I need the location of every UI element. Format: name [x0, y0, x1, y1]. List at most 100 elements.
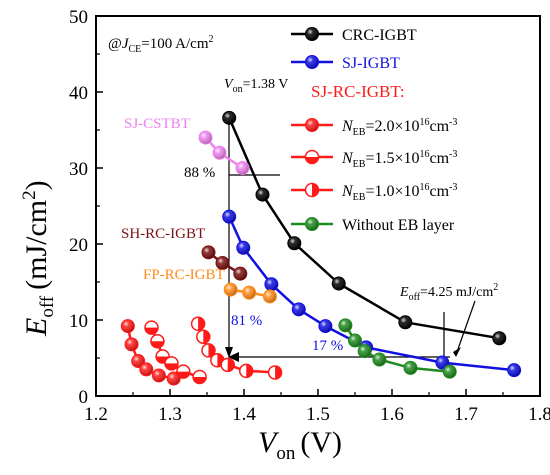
data-point: [131, 354, 146, 369]
data-point: [331, 276, 346, 291]
legend: CRC-IGBT SJ-IGBT SJ-RC-IGBT: NEB=2.0×101…: [291, 27, 457, 234]
data-series: [120, 110, 522, 386]
condition-label: @JCE=100 A/cm2: [108, 34, 214, 55]
data-point: [338, 318, 353, 333]
eoff-pointer-line: [457, 300, 476, 350]
legend-marker-neb-1-5: [304, 149, 320, 165]
data-point: [223, 282, 238, 297]
data-point: [196, 329, 211, 344]
data-point: [139, 362, 154, 377]
data-point: [220, 357, 235, 373]
legend-marker-neb-1-0: [304, 182, 320, 198]
series-0: [222, 110, 507, 346]
vertical-arrow-head: [225, 347, 233, 358]
von-annotation: Von=1.38 V: [224, 77, 288, 95]
data-point: [176, 364, 191, 379]
data-point: [372, 352, 387, 367]
y-tick-label: 50: [69, 7, 88, 28]
legend-marker: [305, 55, 319, 69]
y-tick-label: 40: [69, 83, 88, 104]
data-point: [398, 315, 413, 330]
y-axis-title: Eoff(mJ/cm2): [19, 180, 58, 337]
data-point: [238, 363, 254, 379]
y-tick-label: 10: [69, 311, 88, 332]
legend-label-without-eb: Without EB layer: [342, 217, 455, 234]
data-point: [222, 209, 237, 224]
data-point: [435, 355, 450, 370]
data-point: [166, 371, 181, 386]
legend-marker: [305, 118, 319, 132]
series-4: [190, 316, 283, 380]
legend-marker-neb-2: [305, 118, 319, 132]
data-point: [242, 285, 257, 300]
data-point: [201, 343, 216, 358]
series-8: [223, 282, 277, 304]
data-point: [164, 356, 179, 371]
series-6: [198, 130, 250, 175]
legend-label-neb-1-5: NEB=1.5×1016cm-3: [341, 149, 457, 170]
x-tick-label: 1.8: [528, 404, 550, 425]
series-label-fp-rc-igbt: FP-RC-IGBT: [143, 267, 225, 283]
data-point: [442, 364, 457, 379]
data-point: [212, 145, 227, 160]
x-tick-label: 1.5: [306, 404, 330, 425]
data-point: [348, 333, 362, 348]
x-tick-label: 1.2: [84, 404, 108, 425]
percent-81-label: 81 %: [231, 313, 262, 329]
x-tick-label: 1.4: [232, 404, 256, 425]
data-point: [403, 360, 418, 375]
data-point: [492, 331, 507, 346]
x-tick-label: 1.7: [454, 404, 478, 425]
legend-marker-without-eb: [305, 217, 319, 231]
legend-marker-crc-igbt: [305, 27, 319, 41]
legend-label-neb-1-0: NEB=1.0×1016cm-3: [341, 182, 457, 203]
legend-marker: [304, 182, 320, 198]
y-tick-label: 20: [69, 235, 88, 256]
data-point: [233, 266, 248, 281]
data-point: [255, 187, 270, 202]
data-point: [192, 369, 207, 385]
series-label-sj-cstbt: SJ-CSTBT: [124, 116, 190, 132]
horizontal-arrow-head: [228, 352, 239, 362]
legend-marker-sj-igbt: [305, 55, 319, 69]
x-tick-label: 1.6: [380, 404, 404, 425]
series-3: [144, 320, 207, 385]
data-point: [144, 320, 159, 335]
data-point: [120, 319, 135, 334]
data-point: [190, 316, 206, 332]
data-point: [236, 240, 251, 255]
series-line: [228, 117, 500, 340]
data-point: [201, 245, 216, 260]
data-point: [318, 319, 333, 334]
eoff-annotation: Eoff=4.25 mJ/cm2: [399, 282, 498, 303]
legend-marker: [304, 149, 320, 165]
data-point: [267, 365, 283, 380]
data-point: [235, 161, 250, 175]
data-point: [262, 289, 277, 304]
eoff-pointer-arrow-head: [453, 347, 461, 357]
data-point: [264, 277, 279, 292]
data-point: [222, 110, 237, 125]
series-7: [201, 245, 248, 281]
data-point: [151, 368, 166, 383]
x-tick-label: 1.3: [158, 404, 182, 425]
series-label-sh-rc-igbt: SH-RC-IGBT: [121, 226, 205, 242]
y-tick-label: 30: [69, 159, 88, 180]
legend-title: SJ-RC-IGBT:: [311, 82, 405, 101]
series-5: [338, 318, 457, 379]
data-point: [507, 363, 522, 378]
data-point: [357, 344, 372, 359]
series-1: [222, 209, 522, 378]
axis-ticks: 1.2 1.3 1.4 1.5 1.6 1.7 1.8 0 10 20 30 40 50: [69, 7, 550, 425]
legend-label-crc-igbt: CRC-IGBT: [342, 27, 417, 44]
percent-17-label: 17 %: [312, 338, 343, 354]
data-point: [287, 236, 302, 251]
legend-marker: [305, 27, 319, 41]
y-tick-label: 0: [79, 387, 89, 408]
data-point: [124, 337, 139, 352]
series-2: [120, 319, 181, 386]
legend-marker: [305, 217, 319, 231]
data-point: [150, 334, 165, 349]
data-point: [291, 302, 306, 317]
